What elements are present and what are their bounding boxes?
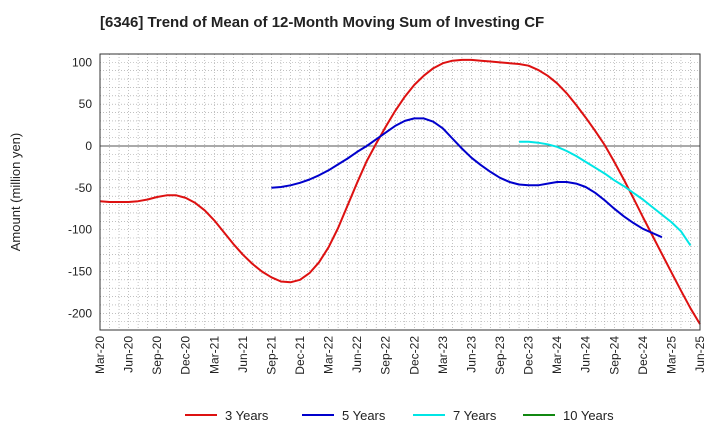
series-lines bbox=[99, 58, 701, 325]
x-tick-label: Jun-22 bbox=[350, 336, 364, 373]
legend-label-3-years: 3 Years bbox=[225, 408, 269, 423]
y-axis-label: Amount (million yen) bbox=[8, 133, 23, 252]
x-tick-label: Dec-24 bbox=[636, 336, 650, 375]
x-tick-label: Jun-24 bbox=[579, 336, 593, 373]
x-tick-label: Jun-23 bbox=[464, 336, 478, 373]
legend-label-5-years: 5 Years bbox=[342, 408, 386, 423]
y-tick-label: 50 bbox=[79, 97, 93, 111]
x-tick-label: Jun-20 bbox=[122, 336, 136, 373]
x-tick-label: Mar-21 bbox=[207, 336, 221, 374]
x-tick-label: Sep-23 bbox=[493, 336, 507, 375]
x-tick-label: Mar-22 bbox=[322, 336, 336, 374]
y-tick-label: -50 bbox=[75, 181, 93, 195]
y-tick-label: -200 bbox=[68, 306, 92, 320]
legend: 3 Years 5 Years 7 Years 10 Years bbox=[185, 408, 614, 423]
x-tick-label: Jun-21 bbox=[236, 336, 250, 373]
chart-title: [6346] Trend of Mean of 12-Month Moving … bbox=[100, 14, 545, 31]
y-tick-label: -150 bbox=[68, 264, 92, 278]
grid bbox=[100, 54, 700, 330]
y-axis-ticks: 100 50 0 -50 -100 -150 -200 bbox=[68, 55, 92, 320]
x-tick-label: Dec-22 bbox=[407, 336, 421, 375]
y-tick-label: -100 bbox=[68, 223, 92, 237]
x-tick-label: Jun-25 bbox=[693, 336, 707, 373]
x-tick-label: Mar-25 bbox=[664, 336, 678, 374]
x-tick-label: Sep-21 bbox=[264, 336, 278, 375]
x-tick-label: Mar-20 bbox=[93, 336, 107, 374]
y-tick-label: 0 bbox=[85, 139, 92, 153]
x-axis-ticks: Mar-20 Jun-20 Sep-20 Dec-20 Mar-21 Jun-21 Sep-… bbox=[93, 336, 707, 375]
x-tick-label: Sep-20 bbox=[150, 336, 164, 375]
legend-label-7-years: 7 Years bbox=[453, 408, 497, 423]
x-tick-label: Dec-23 bbox=[522, 336, 536, 375]
plot-frame bbox=[99, 53, 701, 331]
x-tick-label: Sep-22 bbox=[379, 336, 393, 375]
x-tick-label: Mar-24 bbox=[550, 336, 564, 374]
x-tick-label: Dec-21 bbox=[293, 336, 307, 375]
x-tick-label: Mar-23 bbox=[436, 336, 450, 374]
series-line-3-years bbox=[99, 58, 701, 325]
x-tick-label: Sep-24 bbox=[607, 336, 621, 375]
legend-label-10-years: 10 Years bbox=[563, 408, 614, 423]
series-line-5-years bbox=[271, 117, 663, 239]
series-line-7-years bbox=[519, 140, 692, 247]
y-tick-label: 100 bbox=[72, 55, 92, 69]
x-tick-label: Dec-20 bbox=[179, 336, 193, 375]
